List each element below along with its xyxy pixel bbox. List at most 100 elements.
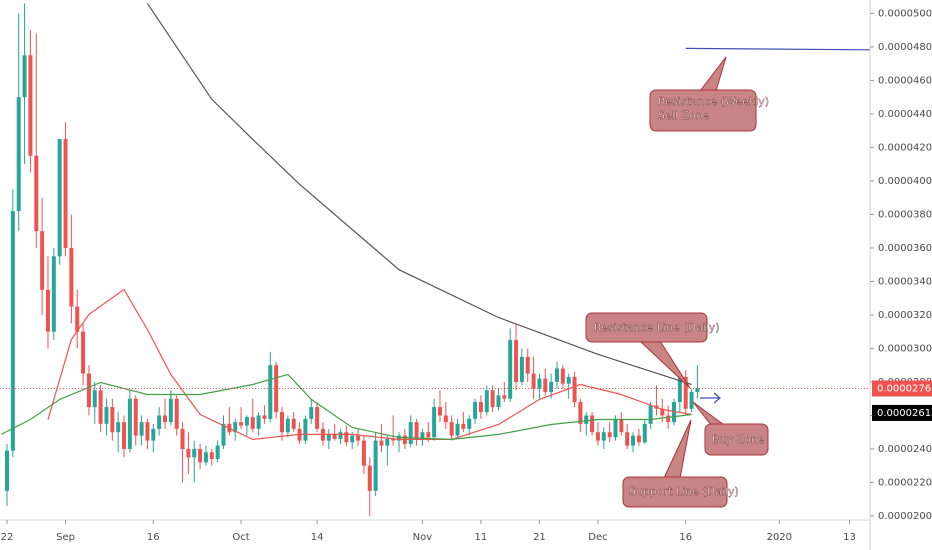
candle-body — [695, 388, 700, 393]
candle-body — [326, 433, 331, 441]
candle-body — [186, 448, 191, 458]
candle-body — [75, 306, 80, 332]
candle-body — [10, 211, 15, 451]
candle-body — [560, 368, 565, 384]
x-tick-label: Nov — [413, 532, 433, 543]
candle-body — [677, 376, 682, 403]
candle-body — [636, 435, 641, 443]
candle-body — [578, 402, 583, 424]
candle-body — [180, 428, 185, 449]
candle-body — [519, 356, 524, 382]
candle-body — [595, 432, 600, 441]
price-label: 0.00002615 — [877, 408, 932, 419]
candle-body — [613, 418, 618, 438]
candle-body — [40, 231, 45, 290]
callout-box — [704, 423, 769, 456]
x-tick-label: 11 — [475, 532, 488, 543]
callout-box — [585, 312, 708, 343]
candle-body — [361, 440, 366, 466]
candle-body — [414, 422, 419, 439]
candle-body — [22, 55, 27, 98]
candle-body — [262, 415, 267, 419]
candle-body — [490, 390, 495, 408]
moving-average-line — [146, 3, 692, 386]
candle-body — [408, 422, 413, 444]
candle-body — [619, 418, 624, 433]
candle-body — [344, 432, 349, 443]
candle-body — [420, 432, 425, 439]
callout-text: Resistance Line (Daily) — [594, 321, 720, 334]
candle-body — [81, 331, 86, 374]
x-tick-label: Oct — [232, 532, 249, 543]
callout-box — [622, 476, 728, 508]
candle-body — [116, 422, 121, 433]
candle-body — [127, 398, 132, 449]
candle-body — [45, 289, 50, 332]
candle-body — [244, 417, 249, 426]
candle-body — [356, 435, 361, 441]
sell-zone-callout: Resistance (Weekly) Sell Zone — [649, 56, 769, 132]
x-tick-label: 21 — [533, 532, 546, 543]
candle-body — [572, 376, 577, 403]
candle-body — [514, 340, 519, 382]
x-tick-label: Dec — [588, 532, 607, 543]
candle-body — [350, 435, 355, 443]
candle-body — [239, 422, 244, 426]
candle-body — [625, 432, 630, 446]
callout-box — [649, 89, 757, 132]
candle-body — [34, 155, 39, 232]
candle-body — [250, 417, 255, 429]
annotations: Resistance (Weekly) Sell Zone Resistance… — [585, 56, 769, 508]
candle-body — [554, 368, 559, 382]
candle-body — [285, 418, 290, 433]
candle-body — [51, 256, 56, 332]
price-label: 0.00002761 — [877, 383, 932, 394]
x-tick-label: 22 — [1, 532, 14, 543]
price-label-box — [872, 380, 932, 397]
candle-body — [203, 452, 208, 463]
candle-body — [443, 415, 448, 423]
candle-body — [467, 418, 472, 429]
price-label-box — [872, 404, 932, 421]
moving-average-line — [47, 288, 692, 441]
candle-body — [689, 392, 694, 409]
candle-body — [373, 440, 378, 491]
candle-body — [449, 422, 454, 436]
moving-average-line — [685, 47, 870, 51]
candle-body — [291, 418, 296, 429]
arrow — [700, 392, 721, 404]
buy-zone-callout: Buy Zone — [692, 401, 769, 456]
moving-average-line — [0, 373, 692, 441]
candle-body — [69, 247, 74, 307]
candle-body — [631, 435, 636, 446]
candle-body — [315, 407, 320, 429]
candle-body — [145, 422, 150, 441]
candle-body — [367, 465, 372, 491]
candle-body — [385, 438, 390, 446]
candle-body — [139, 422, 144, 436]
candle-body — [566, 376, 571, 384]
candle-body — [607, 432, 612, 438]
candle-body — [601, 432, 606, 441]
candle-body — [309, 407, 314, 419]
candle-body — [280, 412, 285, 433]
candle-body — [209, 452, 214, 460]
candle-body — [192, 448, 197, 458]
callout-text: Sell Zone — [658, 109, 710, 122]
candle-body — [256, 415, 261, 429]
candle-body — [338, 432, 343, 439]
callout-text: Resistance (Weekly) — [658, 95, 769, 108]
candle-body — [426, 432, 431, 438]
callout-text: Support Line (Daily) — [629, 485, 739, 498]
candle-body — [168, 398, 173, 423]
candle-body — [16, 97, 21, 212]
